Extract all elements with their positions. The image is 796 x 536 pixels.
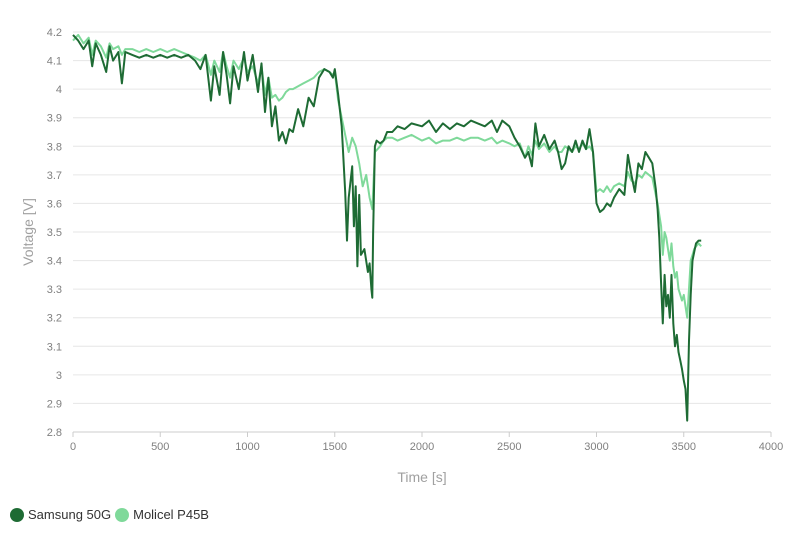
- y-tick-label: 3.7: [47, 170, 62, 182]
- series-line-samsung-50g: [72, 34, 702, 422]
- x-tick-label: 2500: [497, 441, 521, 453]
- y-tick-label: 3: [56, 370, 62, 382]
- series-line-molicel-p45b: [72, 33, 702, 319]
- y-tick-label: 4.2: [47, 27, 62, 39]
- x-tick-label: 3500: [672, 441, 696, 453]
- y-tick-label: 3.1: [47, 341, 62, 353]
- series-group: [72, 33, 702, 422]
- x-tick-label: 2000: [410, 441, 434, 453]
- x-axis-title: Time [s]: [397, 469, 446, 485]
- x-tick-label: 1000: [235, 441, 259, 453]
- x-tick-label: 0: [70, 441, 76, 453]
- x-tick-label: 3000: [584, 441, 608, 453]
- y-tick-label: 3.3: [47, 284, 62, 296]
- line-chart: 2.8 2.9 3 3.1 3.2 3.3 3.4 3.5 3.6 3.7 3.8 3.9 4 4.1 4.…: [20, 27, 784, 485]
- legend-swatch: [115, 507, 130, 522]
- y-tick-label: 2.9: [47, 398, 62, 410]
- legend-label: Samsung 50G: [28, 507, 112, 522]
- y-axis-title: Voltage [V]: [20, 198, 36, 266]
- x-tick-label: 1500: [323, 441, 347, 453]
- legend-item-samsung-50g[interactable]: Samsung 50G: [10, 507, 111, 522]
- x-tick-label: 4000: [759, 441, 783, 453]
- y-tick-label: 4: [56, 84, 62, 96]
- y-tick-label: 3.2: [47, 313, 62, 325]
- legend-swatch: [10, 507, 24, 522]
- y-tick-label: 2.8: [47, 427, 62, 439]
- y-tick-label: 3.8: [47, 141, 62, 153]
- y-tick-label: 3.4: [47, 256, 62, 268]
- grid-lines: [73, 31, 771, 433]
- legend-label: Molicel P45B: [133, 507, 209, 522]
- y-tick-label: 3.5: [47, 227, 62, 239]
- legend-item-molicel-p45b[interactable]: Molicel P45B: [115, 507, 209, 522]
- y-tick-label: 3.6: [47, 198, 62, 210]
- y-tick-label: 3.9: [47, 113, 62, 125]
- axes: 2.8 2.9 3 3.1 3.2 3.3 3.4 3.5 3.6 3.7 3.8 3.9 4 4.1 4.…: [47, 27, 784, 453]
- legend: Samsung 50G Molicel P45B: [10, 507, 213, 522]
- x-tick-label: 500: [151, 441, 169, 453]
- y-tick-label: 4.1: [47, 56, 62, 68]
